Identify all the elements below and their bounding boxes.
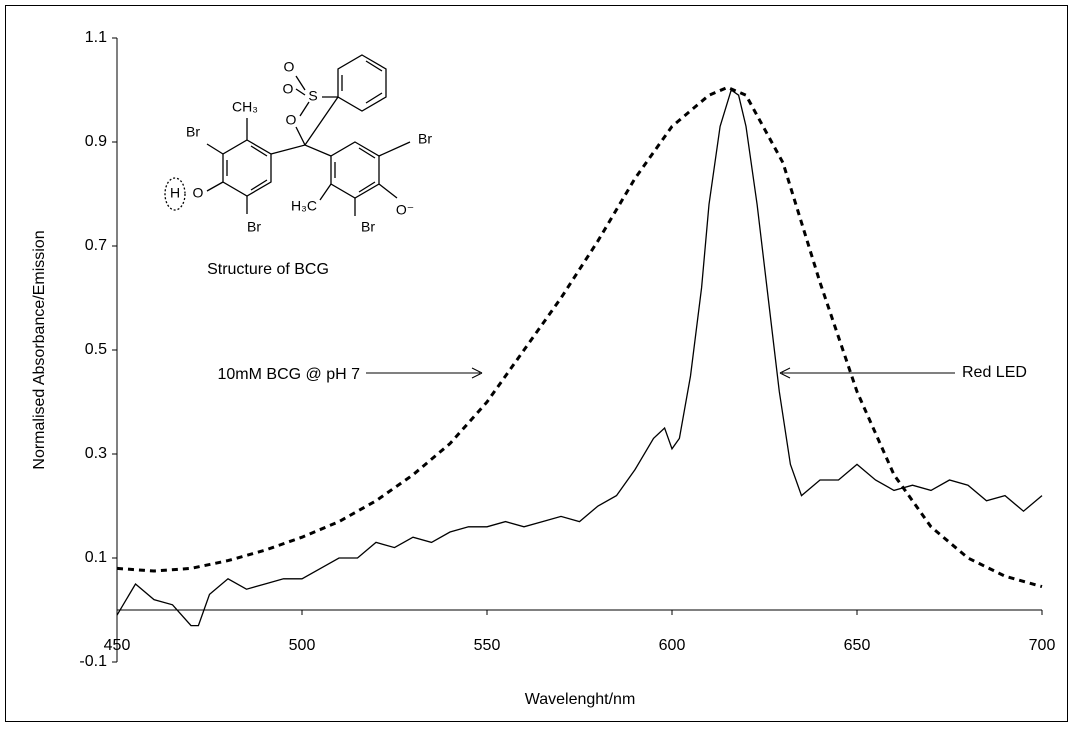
atom: Br bbox=[186, 124, 200, 140]
atom: O⁻ bbox=[396, 202, 414, 218]
atom: Br bbox=[247, 219, 261, 235]
structure-title: Structure of BCG bbox=[207, 261, 329, 278]
highlight bbox=[164, 177, 186, 211]
data-line bbox=[116, 85, 1043, 589]
structure: O O S CH₃ O Br H O Br H₃C Br O⁻ Br Struc… bbox=[164, 54, 432, 278]
x-tick-label: 650 bbox=[844, 637, 871, 654]
ring bbox=[337, 54, 387, 112]
x-tick-label: 550 bbox=[474, 637, 501, 654]
y-tick-label: 0.9 bbox=[85, 133, 107, 150]
x-tick-label: 600 bbox=[659, 637, 686, 654]
atom: O bbox=[193, 185, 204, 201]
annotation: Red LED bbox=[962, 364, 1027, 381]
atom: H bbox=[170, 185, 180, 201]
y-tick-label: 0.1 bbox=[85, 549, 107, 566]
y-tick-label: 0.7 bbox=[85, 237, 107, 254]
x-tick-label: 450 bbox=[104, 637, 131, 654]
atom: O bbox=[286, 112, 297, 128]
atom: S bbox=[308, 88, 317, 104]
annotation: 10mM BCG @ pH 7 bbox=[218, 366, 361, 383]
atom: O bbox=[284, 59, 295, 75]
data-line bbox=[116, 88, 1043, 627]
x-axis-title: Wavelenght/nm bbox=[525, 691, 636, 708]
y-tick-label: 0.5 bbox=[85, 341, 107, 358]
atom: O bbox=[283, 81, 294, 97]
ring bbox=[330, 141, 380, 199]
ring bbox=[222, 139, 272, 197]
x-tick-label: 700 bbox=[1029, 637, 1056, 654]
double-bonds bbox=[226, 60, 383, 193]
frame bbox=[5, 5, 1068, 722]
atom: Br bbox=[361, 219, 375, 235]
arrow-head bbox=[471, 367, 483, 379]
atom: Br bbox=[418, 131, 432, 147]
y-tick-label: 0.3 bbox=[85, 445, 107, 462]
y-tick-label: 1.1 bbox=[85, 29, 107, 46]
bonds bbox=[206, 75, 411, 216]
y-tick-label: -0.1 bbox=[79, 653, 107, 670]
arrow-head bbox=[779, 367, 791, 379]
x-tick-label: 500 bbox=[289, 637, 316, 654]
y-axis-title: Normalised Absorbance/Emission bbox=[31, 230, 48, 469]
atom: H₃C bbox=[291, 198, 317, 214]
atom: CH₃ bbox=[232, 99, 258, 115]
